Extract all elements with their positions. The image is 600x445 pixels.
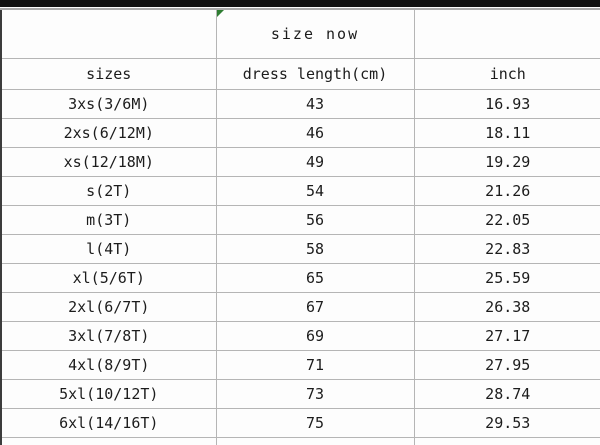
table-row: xl(5/6T) 65 25.59: [1, 263, 600, 293]
cm-cell: 67: [215, 292, 415, 322]
title-cell: size now: [215, 10, 415, 59]
inch-cell: 19.29: [413, 147, 600, 177]
top-gap-line: [0, 7, 600, 8]
cell-error-flag-icon: [217, 10, 224, 17]
col-header-inch: inch: [413, 58, 600, 90]
size-cell: s(2T): [1, 176, 217, 206]
size-cell: 2xs(6/12M): [1, 118, 217, 148]
inch-cell: 22.05: [413, 205, 600, 235]
table-row: 4xl(8/9T) 71 27.95: [1, 350, 600, 380]
table-title: size now: [270, 25, 360, 43]
table-row: 6xl(14/16T) 75 29.53: [1, 408, 600, 438]
inch-cell: 29.53: [413, 408, 600, 438]
cm-cell: 56: [215, 205, 415, 235]
col-header-sizes: sizes: [1, 58, 217, 90]
inch-cell: 26.38: [413, 292, 600, 322]
cm-cell: 71: [215, 350, 415, 380]
size-chart-table: size now sizes dress length(cm) inch 3xs…: [0, 10, 600, 445]
size-cell: l(4T): [1, 234, 217, 264]
size-cell: 4xl(8/9T): [1, 350, 217, 380]
size-cell: 5xl(10/12T): [1, 379, 217, 409]
cm-cell: 69: [215, 321, 415, 351]
table-row: 2xs(6/12M) 46 18.11: [1, 118, 600, 148]
size-cell: 6xl(14/16T): [1, 408, 217, 438]
inch-cell: 21.26: [413, 176, 600, 206]
header-row: sizes dress length(cm) inch: [1, 58, 600, 90]
cm-cell: 43: [215, 89, 415, 119]
inch-cell: 22.83: [413, 234, 600, 264]
inch-cell: 27.17: [413, 321, 600, 351]
table-row: 3xl(7/8T) 69 27.17: [1, 321, 600, 351]
cm-cell: 49: [215, 147, 415, 177]
table-row: xs(12/18M) 49 19.29: [1, 147, 600, 177]
empty-row: [1, 437, 600, 445]
empty-cell: [215, 437, 415, 445]
cm-cell: 54: [215, 176, 415, 206]
top-gray-line: [0, 8, 600, 10]
inch-cell: 28.74: [413, 379, 600, 409]
inch-cell: 27.95: [413, 350, 600, 380]
cm-cell: 75: [215, 408, 415, 438]
cm-cell: 73: [215, 379, 415, 409]
size-cell: xl(5/6T): [1, 263, 217, 293]
cm-cell: 65: [215, 263, 415, 293]
title-row: size now: [1, 10, 600, 59]
inch-cell: 16.93: [413, 89, 600, 119]
inch-cell: 18.11: [413, 118, 600, 148]
cm-cell: 46: [215, 118, 415, 148]
empty-cell: [1, 437, 217, 445]
cm-cell: 58: [215, 234, 415, 264]
table-row: 3xs(3/6M) 43 16.93: [1, 89, 600, 119]
size-cell: 2xl(6/7T): [1, 292, 217, 322]
size-cell: m(3T): [1, 205, 217, 235]
size-cell: 3xs(3/6M): [1, 89, 217, 119]
table-row: l(4T) 58 22.83: [1, 234, 600, 264]
size-cell: xs(12/18M): [1, 147, 217, 177]
empty-cell: [413, 10, 600, 59]
table-row: s(2T) 54 21.26: [1, 176, 600, 206]
table-row: 5xl(10/12T) 73 28.74: [1, 379, 600, 409]
inch-cell: 25.59: [413, 263, 600, 293]
table-row: m(3T) 56 22.05: [1, 205, 600, 235]
table-row: 2xl(6/7T) 67 26.38: [1, 292, 600, 322]
empty-cell: [1, 10, 217, 59]
col-header-dress-length-cm: dress length(cm): [215, 58, 415, 90]
empty-cell: [413, 437, 600, 445]
size-cell: 3xl(7/8T): [1, 321, 217, 351]
top-border-bar: [0, 0, 600, 7]
